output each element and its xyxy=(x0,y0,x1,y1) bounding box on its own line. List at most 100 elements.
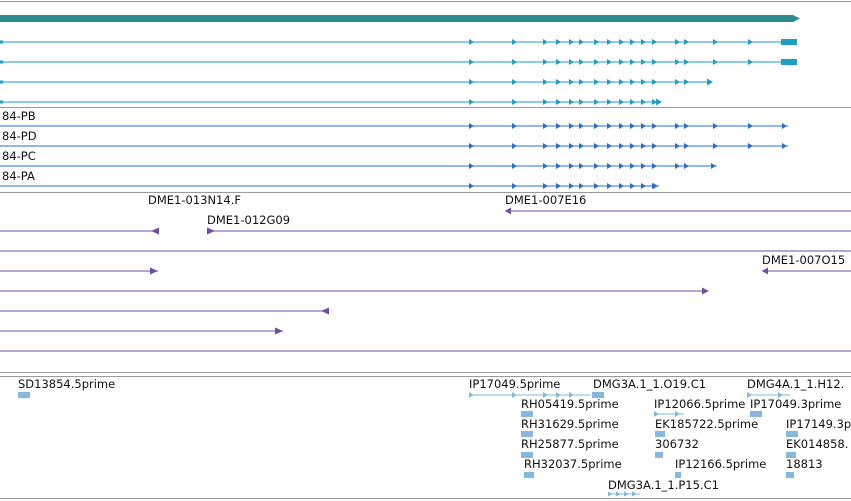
exon-arrow xyxy=(653,183,658,189)
est-label[interactable]: EK014858. xyxy=(786,437,848,451)
exon-arrow xyxy=(512,39,517,45)
est-label[interactable]: RH32037.5prime xyxy=(524,457,622,471)
cds-track: 84-PB 84-PD 84-PC 84-PA xyxy=(0,109,788,189)
exon-arrow xyxy=(747,392,752,398)
exon-arrow xyxy=(543,183,548,189)
exon-arrow xyxy=(512,183,517,189)
exon-arrow xyxy=(630,59,635,65)
est-label[interactable]: RH31629.5prime xyxy=(521,417,619,431)
exon-arrow xyxy=(556,163,561,169)
exon-arrow xyxy=(512,59,517,65)
cds-label[interactable]: 84-PC xyxy=(2,149,36,163)
est-label[interactable]: 306732 xyxy=(655,437,699,451)
exon-block xyxy=(0,60,3,64)
exon-arrow xyxy=(675,39,680,45)
exon-arrow xyxy=(713,143,718,149)
cds-label[interactable]: 84-PB xyxy=(2,109,36,123)
exon-arrow xyxy=(630,163,635,169)
exon-arrow xyxy=(543,79,548,85)
exon-arrow xyxy=(607,59,612,65)
exon-arrow xyxy=(782,143,787,149)
exon-arrow xyxy=(579,163,584,169)
exon-arrow xyxy=(579,123,584,129)
exon-arrow xyxy=(675,143,680,149)
exon-block xyxy=(675,472,681,478)
exon-arrow xyxy=(579,79,584,85)
exon-arrow xyxy=(607,163,612,169)
exon-arrow xyxy=(675,163,680,169)
exon-arrow xyxy=(543,99,548,105)
clone-label[interactable]: DME1-013N14.F xyxy=(148,193,241,207)
exon-block xyxy=(781,39,797,45)
exon-arrow xyxy=(556,183,561,189)
est-label[interactable]: IP12166.5prime xyxy=(675,457,766,471)
exon-arrow xyxy=(652,143,657,149)
est-label[interactable]: IP17049.3prime xyxy=(750,397,841,411)
est-label[interactable]: DMG3A.1_1.P15.C1 xyxy=(608,478,719,492)
exon-arrow xyxy=(707,78,713,86)
exon-arrow xyxy=(684,79,689,85)
exon-arrow xyxy=(151,227,159,235)
exon-arrow xyxy=(619,123,624,129)
exon-arrow xyxy=(569,392,574,398)
exon-block xyxy=(524,472,534,478)
exon-arrow xyxy=(469,79,474,85)
exon-arrow xyxy=(616,491,621,497)
exon-arrow xyxy=(641,99,646,105)
exon-arrow xyxy=(641,79,646,85)
est-label[interactable]: SD13854.5prime xyxy=(18,377,115,391)
exon-arrow xyxy=(641,143,646,149)
est-label[interactable]: 18813 xyxy=(786,457,823,471)
gene-feature[interactable] xyxy=(0,15,793,22)
est-label[interactable]: IP17049.5prime xyxy=(469,377,560,391)
est-label[interactable]: EK185722.5prime xyxy=(655,417,758,431)
clone-track: DME1-013N14.F DME1-012G09 DME1-007E16 DM… xyxy=(0,193,851,352)
exon-arrow xyxy=(594,183,599,189)
exon-arrow xyxy=(675,79,680,85)
exon-arrow xyxy=(469,163,474,169)
est-label[interactable]: IP12066.5prime xyxy=(654,397,745,411)
exon-block xyxy=(0,80,3,84)
exon-arrow xyxy=(469,99,474,105)
exon-arrow xyxy=(569,183,574,189)
exon-arrow xyxy=(619,79,624,85)
exon-arrow xyxy=(543,392,548,398)
exon-arrow xyxy=(630,143,635,149)
exon-arrow xyxy=(579,39,584,45)
est-label[interactable]: IP17149.3p xyxy=(786,417,851,431)
exon-block xyxy=(750,411,762,417)
clone-label[interactable]: DME1-007E16 xyxy=(505,193,586,207)
exon-arrow xyxy=(556,392,561,398)
exon-block xyxy=(786,431,798,437)
exon-arrow xyxy=(713,59,718,65)
exon-arrow xyxy=(469,183,474,189)
clone-label[interactable]: DME1-007O15 xyxy=(762,253,845,267)
exon-arrow xyxy=(207,227,215,235)
exon-arrow xyxy=(556,123,561,129)
est-label[interactable]: DMG3A.1_1.O19.C1 xyxy=(593,377,706,391)
exon-arrow xyxy=(684,123,689,129)
exon-arrow xyxy=(675,59,680,65)
exon-arrow xyxy=(778,392,783,398)
est-label[interactable]: DMG4A.1_1.H12. xyxy=(747,377,844,391)
exon-arrow xyxy=(624,491,629,497)
exon-arrow xyxy=(579,59,584,65)
exon-arrow xyxy=(579,143,584,149)
exon-arrow xyxy=(684,59,689,65)
exon-arrow xyxy=(607,99,612,105)
est-label[interactable]: RH05419.5prime xyxy=(521,397,619,411)
est-label[interactable]: RH25877.5prime xyxy=(521,437,619,451)
cds-label[interactable]: 84-PA xyxy=(2,169,35,183)
exon-arrow xyxy=(569,79,574,85)
exon-arrow xyxy=(652,123,657,129)
exon-block xyxy=(655,431,665,437)
cds-label[interactable]: 84-PD xyxy=(2,129,37,143)
exon-arrow xyxy=(556,59,561,65)
exon-arrow xyxy=(569,143,574,149)
est-track: SD13854.5prime IP17049.5prime DMG3A.1_1.… xyxy=(18,377,851,497)
exon-arrow xyxy=(469,123,474,129)
clone-label[interactable]: DME1-012G09 xyxy=(207,213,290,227)
exon-arrow xyxy=(702,287,709,295)
